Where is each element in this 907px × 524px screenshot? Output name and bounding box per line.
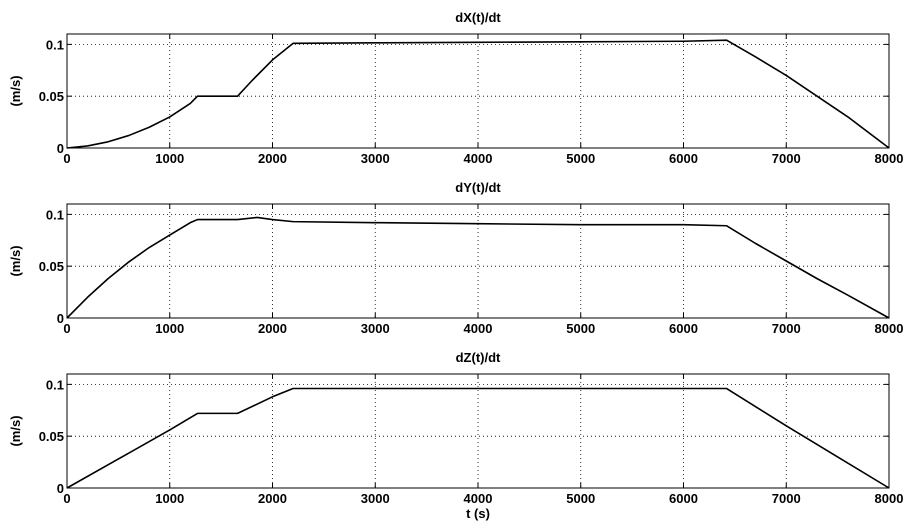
x-tick-label: 7000 xyxy=(772,321,801,336)
y-tick-label: 0.05 xyxy=(39,429,64,444)
subplot-3: 0 1000 2000 3000 4000 5000 6000 7000 8000 0 0.05 0.… xyxy=(8,350,903,521)
x-tick-label: 2000 xyxy=(258,491,287,506)
x-tick-label: 7000 xyxy=(772,151,801,166)
subplot-title: dZ(t)/dt xyxy=(456,350,501,365)
x-tick-label: 3000 xyxy=(361,151,390,166)
x-tick-label: 0 xyxy=(63,321,70,336)
series-line xyxy=(66,216,890,319)
x-tick-label: 4000 xyxy=(464,151,493,166)
x-tick-label: 6000 xyxy=(669,491,698,506)
subplot-1: 0 1000 2000 3000 4000 5000 6000 7000 8000 0 0.05 0.… xyxy=(8,10,903,166)
x-tick-label: 6000 xyxy=(669,321,698,336)
x-tick-label: 5000 xyxy=(566,321,595,336)
x-tick-label: 2000 xyxy=(258,151,287,166)
x-tick-label: 3000 xyxy=(361,491,390,506)
x-tick-label: 2000 xyxy=(258,321,287,336)
subplot-title: dX(t)/dt xyxy=(455,10,501,25)
x-tick-label: 1000 xyxy=(155,321,184,336)
y-axis-label: (m/s) xyxy=(8,245,23,276)
x-tick-label: 5000 xyxy=(566,491,595,506)
subplot-2: 0 1000 2000 3000 4000 5000 6000 7000 8000 0 0.05 0.… xyxy=(8,180,903,336)
x-tick-label: 8000 xyxy=(875,151,904,166)
y-tick-label: 0.05 xyxy=(39,89,64,104)
x-tick-label: 1000 xyxy=(155,151,184,166)
x-tick-label: 7000 xyxy=(772,491,801,506)
subplot-title: dY(t)/dt xyxy=(455,180,501,195)
series-line xyxy=(66,39,890,149)
x-tick-label: 8000 xyxy=(875,491,904,506)
x-tick-label: 0 xyxy=(63,151,70,166)
x-tick-label: 8000 xyxy=(875,321,904,336)
x-tick-label: 4000 xyxy=(464,321,493,336)
x-tick-label: 4000 xyxy=(464,491,493,506)
x-tick-label: 0 xyxy=(63,491,70,506)
y-tick-label: 0.1 xyxy=(46,207,64,222)
y-tick-label: 0.05 xyxy=(39,259,64,274)
x-axis-label: t (s) xyxy=(466,506,490,521)
x-tick-label: 3000 xyxy=(361,321,390,336)
series-line xyxy=(66,387,890,489)
y-tick-label: 0.1 xyxy=(46,377,64,392)
y-axis-label: (m/s) xyxy=(8,415,23,446)
x-tick-label: 1000 xyxy=(155,491,184,506)
y-tick-label: 0 xyxy=(57,141,64,156)
x-tick-label: 6000 xyxy=(669,151,698,166)
x-tick-label: 5000 xyxy=(566,151,595,166)
y-tick-label: 0.1 xyxy=(46,37,64,52)
y-axis-label: (m/s) xyxy=(8,75,23,106)
y-tick-label: 0 xyxy=(57,311,64,326)
y-tick-label: 0 xyxy=(57,481,64,496)
